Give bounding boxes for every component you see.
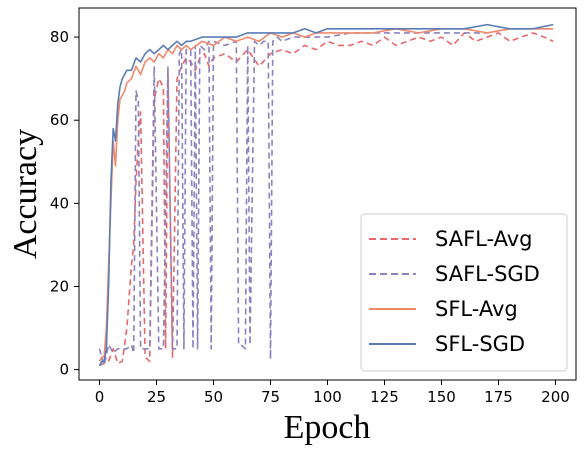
x-tick-label: 200 [541, 388, 570, 406]
y-tick-label: 80 [50, 28, 69, 46]
y-tick-label: 60 [50, 111, 69, 129]
y-axis-label: Accuracy [7, 129, 44, 259]
series-line-safl-sgd [98, 27, 554, 367]
x-tick-label: 0 [95, 388, 105, 406]
legend-label: SFL-SGD [435, 332, 525, 356]
legend-label: SAFL-SGD [435, 262, 540, 286]
x-tick-label: 175 [484, 388, 513, 406]
series-layer [98, 23, 554, 367]
x-tick-label: 100 [313, 388, 342, 406]
legend-label: SFL-Avg [435, 297, 518, 321]
x-tick-label: 50 [204, 388, 223, 406]
legend-label: SAFL-Avg [435, 227, 533, 251]
x-axis-ticks: 0 25 50 75 100 125 150 175 200 [95, 380, 570, 406]
y-axis-ticks: 0 20 40 60 80 [50, 28, 79, 379]
x-tick-label: 150 [427, 388, 456, 406]
x-tick-label: 125 [370, 388, 399, 406]
series-line-sfl-sgd [98, 23, 554, 366]
y-tick-label: 40 [50, 194, 69, 212]
legend: SAFL-Avg SAFL-SGD SFL-Avg SFL-SGD [360, 213, 568, 372]
series-line-safl-avg [99, 32, 554, 367]
series-line-sfl-avg [98, 27, 554, 362]
x-axis-label: Epoch [284, 409, 371, 446]
x-tick-label: 25 [147, 388, 166, 406]
legend-box [360, 213, 568, 372]
x-tick-label: 75 [261, 388, 280, 406]
y-tick-label: 0 [59, 361, 69, 379]
y-tick-label: 20 [50, 277, 69, 295]
